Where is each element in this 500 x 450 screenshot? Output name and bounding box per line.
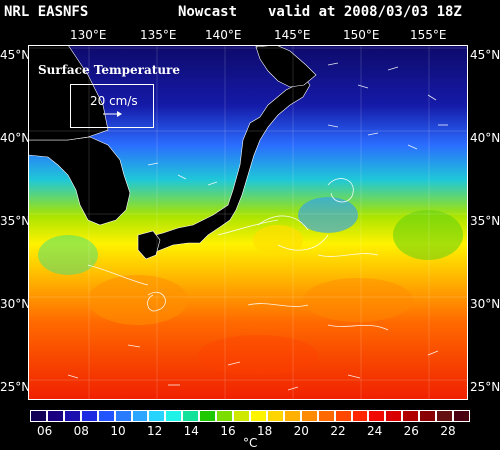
product-name: Nowcast <box>178 4 238 20</box>
colorbar-swatch <box>453 410 470 422</box>
warm-eddy <box>88 275 188 325</box>
colorbar-swatch <box>148 410 166 422</box>
colorbar-swatch <box>30 410 47 422</box>
colorbar-swatch <box>97 410 115 422</box>
colorbar-label: 18 <box>257 424 273 438</box>
colorbar-label: 14 <box>183 424 199 438</box>
colorbar-swatch <box>402 410 420 422</box>
lat-label: 35°N <box>470 214 500 228</box>
lat-label: 25°N <box>0 380 31 394</box>
cool-eddy <box>298 197 358 233</box>
vector-scale-arrow <box>103 111 122 117</box>
cool-eddy <box>393 210 463 260</box>
lat-label: 30°N <box>0 297 31 311</box>
lat-label: 25°N <box>470 380 500 394</box>
colorbar-swatch <box>385 410 403 422</box>
colorbar-label: 06 <box>37 424 53 438</box>
colorbar-swatch <box>199 410 217 422</box>
colorbar-swatch <box>131 410 149 422</box>
model-name: NRL EASNFS <box>4 4 89 20</box>
vector-scale-box <box>70 84 154 128</box>
colorbar-swatch <box>216 410 234 422</box>
map-frame <box>28 45 468 400</box>
colorbar-label: 12 <box>147 424 163 438</box>
lon-label: 155°E <box>410 28 447 42</box>
colorbar-label: 20 <box>293 424 309 438</box>
colorbar-swatch <box>283 410 301 422</box>
lon-label: 140°E <box>205 28 242 42</box>
colorbar-label: 28 <box>440 424 456 438</box>
colorbar-label: 24 <box>367 424 383 438</box>
header-bar: NRL EASNFS Nowcast valid at 2008/03/03 1… <box>0 0 500 22</box>
lon-label: 145°E <box>274 28 311 42</box>
colorbar-swatch <box>317 410 335 422</box>
colorbar-swatch <box>419 410 437 422</box>
lat-label: 30°N <box>470 297 500 311</box>
colorbar-label: 10 <box>110 424 126 438</box>
colorbar-swatch <box>63 410 81 422</box>
colorbar-swatch <box>114 410 132 422</box>
colorbar-swatch <box>165 410 183 422</box>
colorbar-swatch <box>46 410 64 422</box>
lon-label: 150°E <box>343 28 380 42</box>
lat-label: 45°N <box>0 48 31 62</box>
colorbar-label: 26 <box>403 424 419 438</box>
current-vectors <box>67 62 448 391</box>
colorbar-swatch <box>300 410 318 422</box>
warm-eddy <box>38 235 98 275</box>
colorbar-swatch <box>334 410 352 422</box>
lat-label: 40°N <box>470 131 500 145</box>
lon-label: 130°E <box>70 28 107 42</box>
temperature-colorbar <box>30 410 470 422</box>
colorbar-swatch <box>182 410 200 422</box>
colorbar-label: 08 <box>73 424 89 438</box>
colorbar-swatch <box>80 410 98 422</box>
temperature-map <box>28 45 468 400</box>
lon-label: 135°E <box>140 28 177 42</box>
lat-label: 35°N <box>0 214 31 228</box>
colorbar-swatch <box>436 410 454 422</box>
valid-time: valid at 2008/03/03 18Z <box>268 4 462 20</box>
colorbar-swatch <box>266 410 284 422</box>
land-kyushu <box>137 230 161 260</box>
colorbar-label: 16 <box>220 424 236 438</box>
warm-eddy <box>303 278 413 322</box>
land-korea <box>28 136 131 226</box>
colorbar-swatch <box>351 410 369 422</box>
warm-eddy <box>253 225 303 255</box>
legend-title: Surface Temperature <box>38 63 181 77</box>
colorbar-unit: °C <box>243 436 258 450</box>
colorbar-label: 22 <box>330 424 346 438</box>
colorbar-swatch <box>233 410 250 422</box>
land-china <box>28 45 109 141</box>
lat-label: 45°N <box>470 48 500 62</box>
lat-label: 40°N <box>0 131 31 145</box>
graticule <box>28 45 468 400</box>
warm-eddy <box>198 335 318 375</box>
vector-scale-label: 20 cm/s <box>90 94 138 108</box>
colorbar-swatch <box>368 410 386 422</box>
land-hokkaido <box>255 45 317 88</box>
colorbar-swatch <box>250 410 267 422</box>
